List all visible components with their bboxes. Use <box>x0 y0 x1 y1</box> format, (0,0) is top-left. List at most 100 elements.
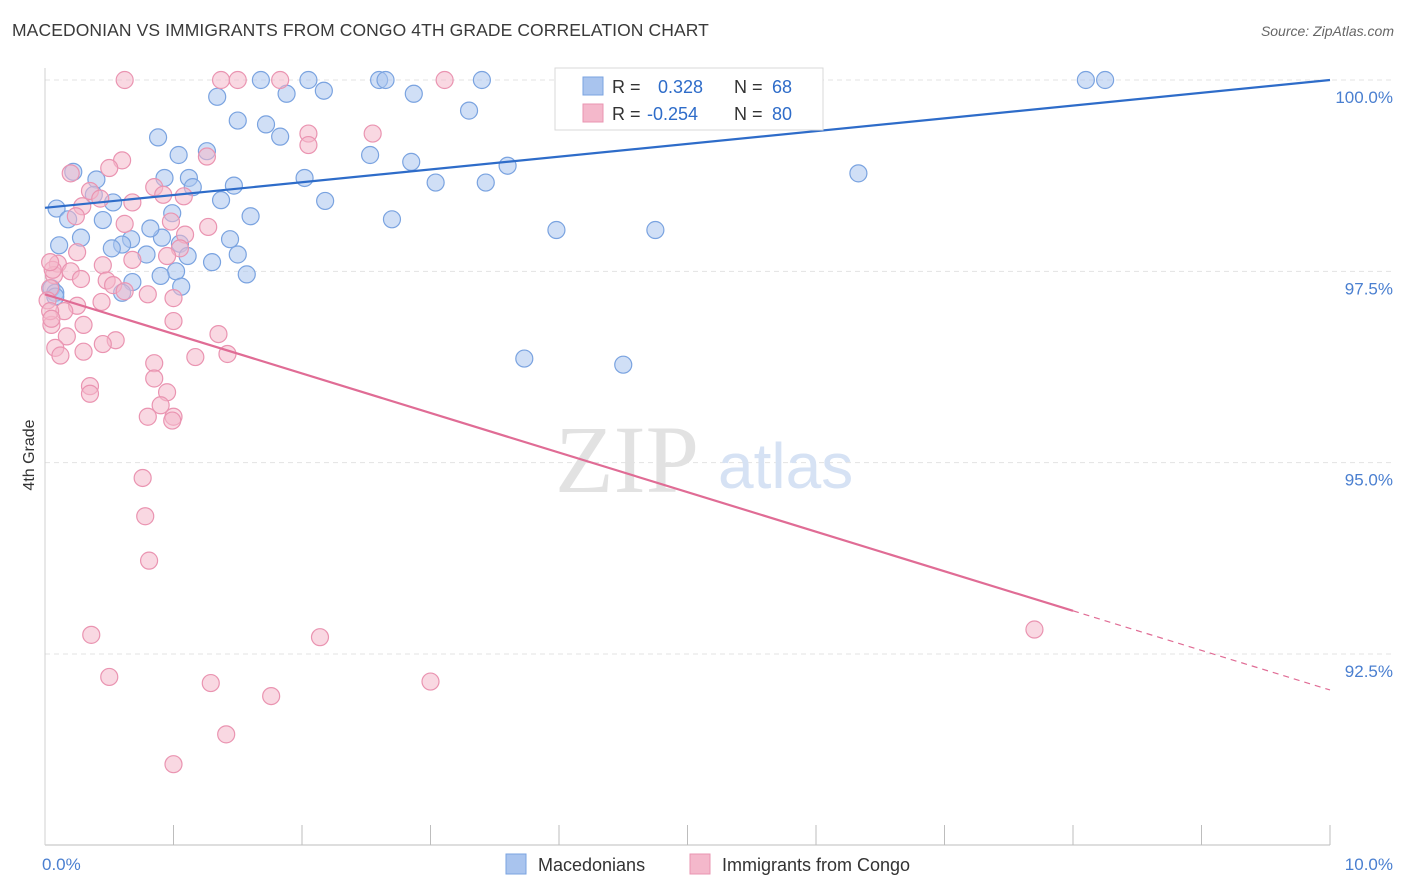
y-tick-label: 95.0% <box>1345 471 1393 490</box>
congo-point <box>186 347 205 367</box>
congo-point <box>174 187 193 206</box>
chart-source: Source: ZipAtlas.com <box>1260 23 1394 39</box>
macedonian-point <box>148 128 168 147</box>
congo-point <box>74 315 93 335</box>
macedonian-point <box>228 111 247 130</box>
legend-r-value-2: -0.254 <box>647 104 698 124</box>
macedonian-point <box>169 145 188 165</box>
congo-point <box>199 217 218 237</box>
macedonian-point <box>476 173 495 192</box>
congo-point <box>145 354 164 373</box>
macedonian-point <box>220 230 240 249</box>
macedonian-point <box>141 219 160 238</box>
macedonian-point <box>316 191 335 211</box>
congo-point <box>197 147 217 166</box>
macedonian-point <box>614 355 633 374</box>
macedonian-point <box>102 239 121 258</box>
macedonian-point <box>241 207 260 226</box>
congo-trend-line-extension <box>1072 610 1331 691</box>
y-axis-title: 4th Grade <box>21 419 38 490</box>
macedonian-point <box>1076 70 1095 90</box>
macedonian-point <box>515 349 534 368</box>
legend-swatch-blue <box>582 76 604 96</box>
congo-point <box>163 411 182 430</box>
congo-point <box>164 755 183 774</box>
bottom-legend-swatch-blue <box>505 853 527 875</box>
congo-point <box>157 246 177 266</box>
legend-swatch-pink <box>582 103 604 123</box>
chart-title: MACEDONIAN VS IMMIGRANTS FROM CONGO 4TH … <box>12 20 709 40</box>
watermark-atlas: atlas <box>718 430 853 502</box>
congo-point <box>115 70 134 90</box>
y-tick-label: 97.5% <box>1345 279 1393 298</box>
congo-point <box>100 667 119 687</box>
macedonian-point <box>256 115 276 134</box>
macedonian-point <box>426 173 445 192</box>
bottom-legend-label-1: Macedonians <box>538 855 645 875</box>
macedonian-point <box>299 70 318 90</box>
macedonian-point <box>361 145 380 165</box>
congo-point <box>115 214 134 233</box>
congo-point <box>66 207 85 226</box>
macedonian-point <box>402 152 421 171</box>
macedonian-point <box>472 70 491 90</box>
macedonian-point <box>849 164 868 183</box>
bottom-legend-swatch-pink <box>689 853 711 875</box>
trend-layer <box>44 78 1331 691</box>
congo-point <box>209 324 228 344</box>
points-layer <box>38 70 1115 774</box>
congo-point <box>123 250 142 269</box>
legend-n-label-1: N = <box>734 77 763 97</box>
macedonian-point <box>404 84 423 103</box>
congo-point <box>136 507 155 526</box>
congo-point <box>115 282 134 301</box>
congo-point <box>228 70 247 90</box>
legend-n-value-1: 68 <box>772 77 792 97</box>
congo-point <box>164 311 183 331</box>
congo-point <box>42 309 61 328</box>
macedonian-point <box>498 156 517 175</box>
macedonian-point <box>547 220 566 240</box>
congo-point <box>80 384 100 403</box>
congo-point <box>133 468 152 488</box>
congo-point <box>421 672 440 691</box>
macedonian-point <box>211 191 231 210</box>
congo-point <box>51 346 70 365</box>
congo-point <box>82 625 101 644</box>
congo-point <box>164 289 183 308</box>
congo-point <box>138 407 157 426</box>
congo-point <box>435 70 454 90</box>
legend-n-label-2: N = <box>734 104 763 124</box>
macedonian-point <box>237 265 256 284</box>
congo-point <box>92 292 111 312</box>
macedonian-trend-line <box>44 78 1331 209</box>
macedonian-point <box>376 70 395 90</box>
congo-point <box>310 628 330 647</box>
macedonian-point <box>1096 70 1115 90</box>
macedonian-point <box>224 176 243 195</box>
congo-point <box>91 189 110 208</box>
congo-point <box>123 193 142 212</box>
congo-point <box>100 158 119 178</box>
macedonian-point <box>271 127 290 146</box>
congo-point <box>74 342 93 361</box>
congo-point <box>145 369 164 388</box>
congo-point <box>299 135 318 155</box>
congo-point <box>68 243 87 262</box>
congo-point <box>217 725 236 744</box>
congo-point <box>138 285 157 304</box>
macedonian-point <box>228 245 247 264</box>
macedonian-point <box>166 262 186 281</box>
macedonian-point <box>208 87 227 106</box>
legend-r-label-1: R = <box>612 77 641 97</box>
top-legend: R = 0.328 N = 68 R = -0.254 N = 80 <box>554 67 824 131</box>
legend-n-value-2: 80 <box>772 104 792 124</box>
watermark-zip: ZIP <box>555 406 699 513</box>
macedonian-point <box>93 210 112 230</box>
legend-r-value-1: 0.328 <box>658 77 703 97</box>
congo-point <box>201 673 220 693</box>
congo-trend-line <box>44 293 1074 612</box>
bottom-legend: Macedonians Immigrants from Congo <box>505 853 910 875</box>
x-tick-label: 10.0% <box>1345 855 1393 874</box>
